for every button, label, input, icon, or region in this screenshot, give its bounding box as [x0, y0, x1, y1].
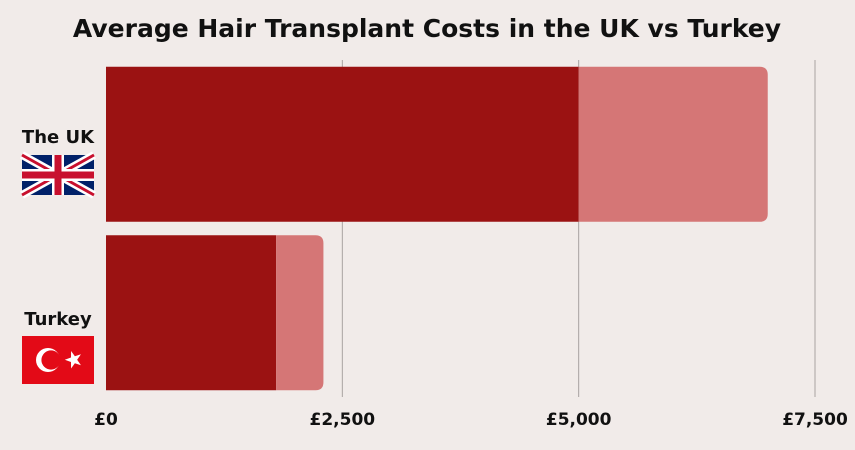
x-tick-label: £0 [94, 410, 118, 430]
x-tick-label: £5,000 [546, 410, 612, 430]
bar-segment [106, 66, 579, 222]
chart-title: Average Hair Transplant Costs in the UK … [73, 14, 781, 43]
bar-segment [578, 66, 768, 222]
bar-segment [106, 235, 277, 391]
bar-segment [276, 235, 324, 391]
uk-flag [20, 151, 96, 199]
x-tick-label: £2,500 [310, 410, 376, 430]
category-label: The UK [22, 127, 95, 148]
category-label: Turkey [24, 309, 92, 330]
x-tick-label: £7,500 [782, 410, 848, 430]
turkey-flag [22, 336, 94, 384]
bars [106, 66, 768, 391]
